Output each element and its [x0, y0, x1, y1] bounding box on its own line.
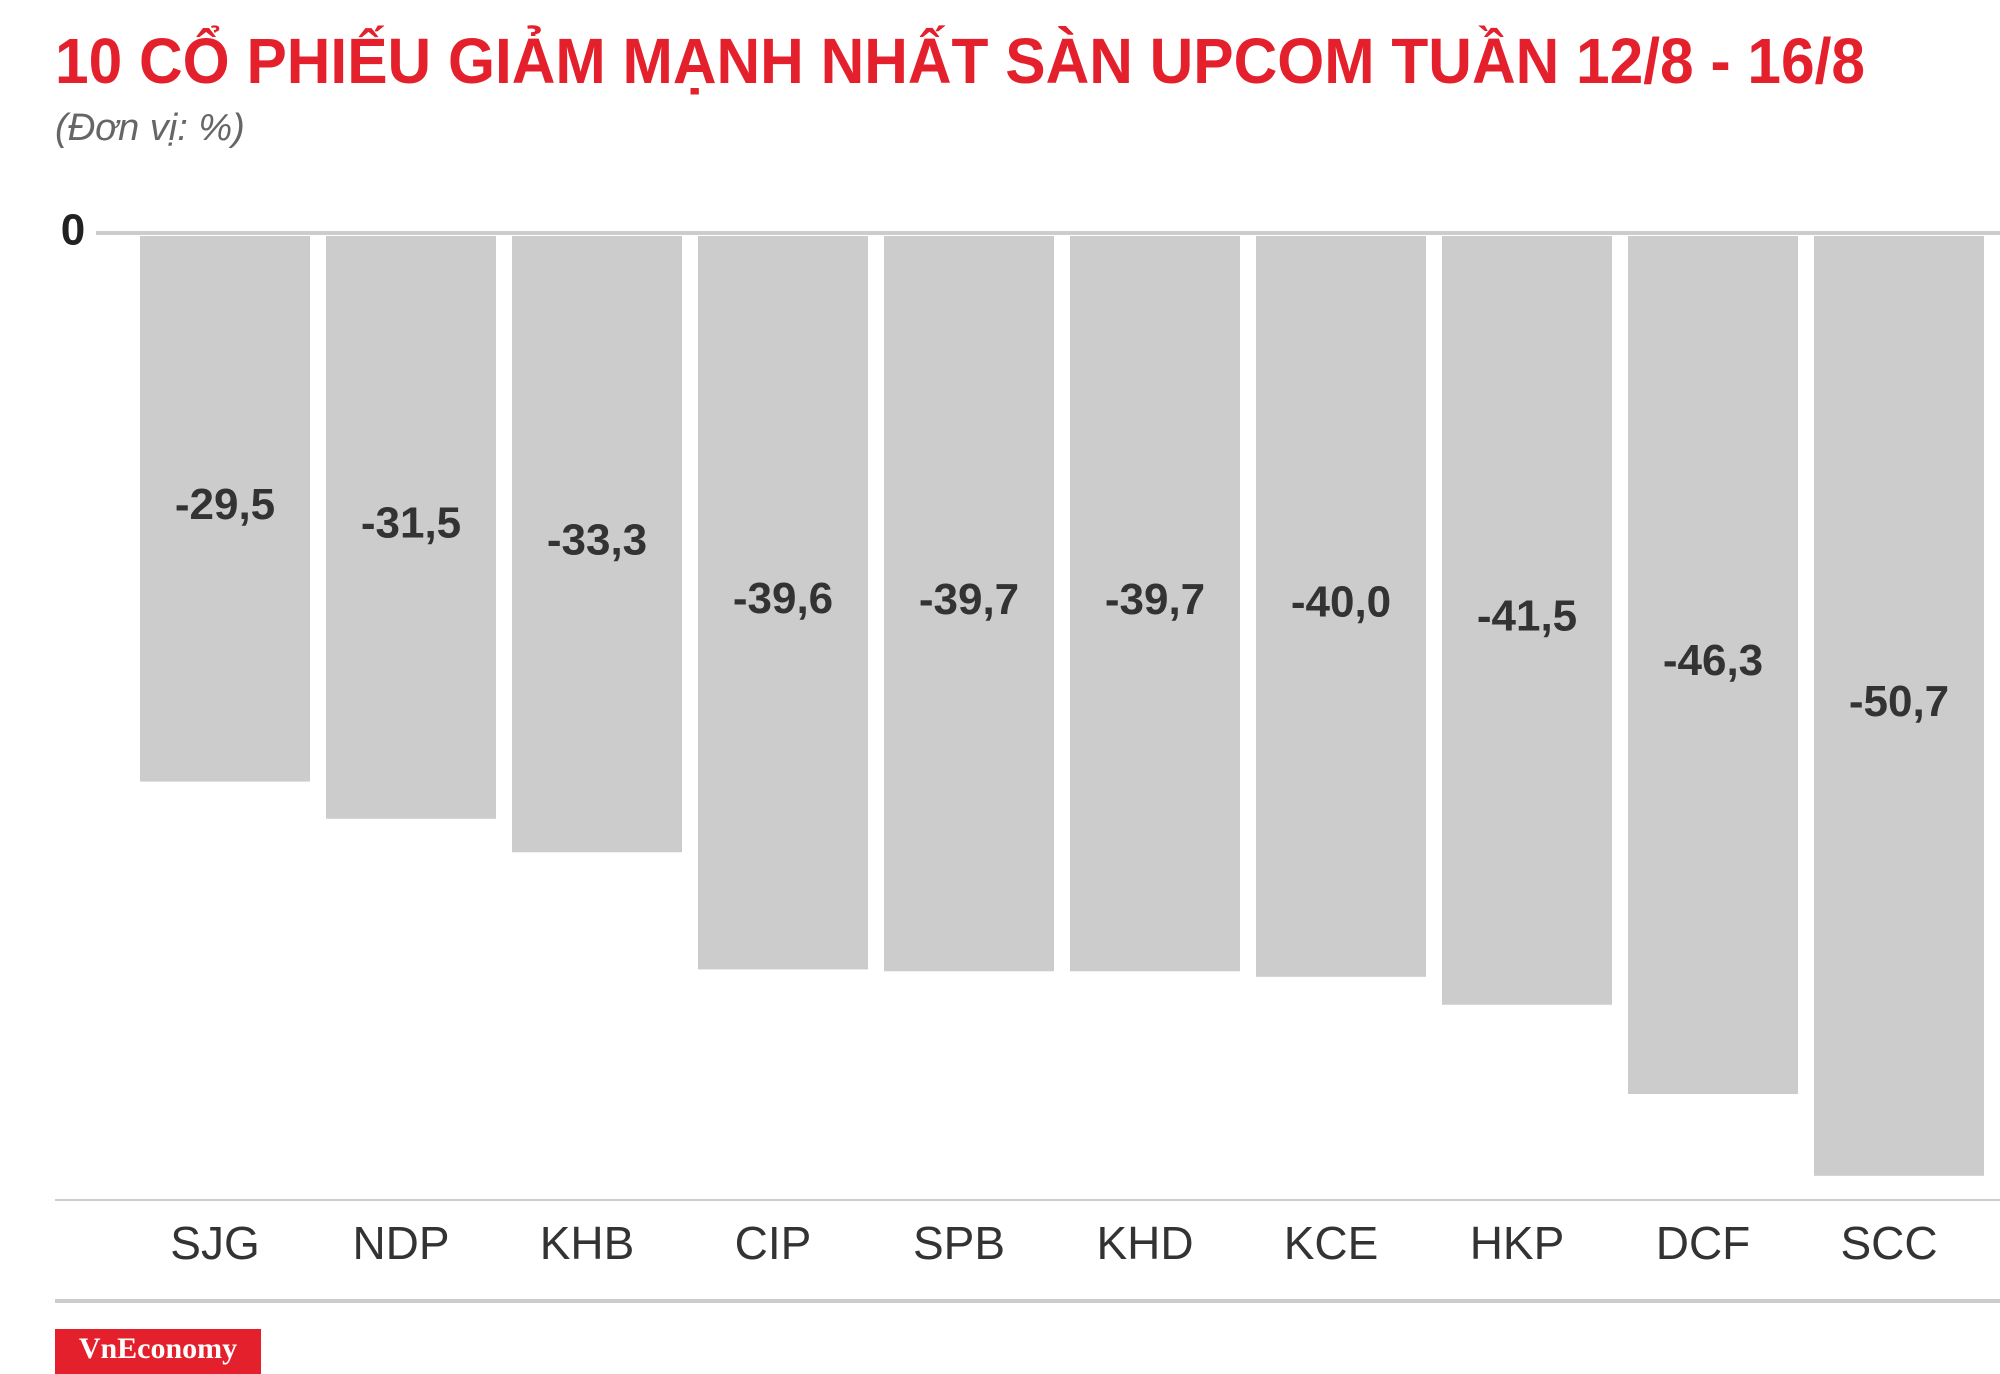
- bar: [698, 236, 868, 970]
- chart-subtitle: (Đơn vị: %): [55, 107, 245, 149]
- y-tick-label: 0: [61, 206, 85, 255]
- source-box: [55, 1329, 261, 1374]
- bar: [1070, 236, 1240, 972]
- bar: [512, 236, 682, 853]
- value-label: -41,5: [1477, 591, 1577, 640]
- x-tick-label: KHD: [1096, 1217, 1193, 1269]
- value-label: -50,7: [1849, 677, 1949, 726]
- bar: [140, 236, 310, 782]
- bar: [1442, 236, 1612, 1005]
- x-tick-label: SPB: [913, 1217, 1005, 1269]
- x-tick-label: KCE: [1284, 1217, 1379, 1269]
- chart-title: 10 CỔ PHIẾU GIẢM MẠNH NHẤT SÀN UPCOM TUẦ…: [55, 24, 1865, 97]
- value-label: -39,7: [1105, 575, 1205, 624]
- bar: [1814, 236, 1984, 1176]
- bar: [326, 236, 496, 819]
- x-tick-label: KHB: [540, 1217, 635, 1269]
- x-tick-label: DCF: [1656, 1217, 1751, 1269]
- x-tick-label: NDP: [352, 1217, 449, 1269]
- value-label: -39,6: [733, 574, 833, 623]
- x-tick-label: SJG: [170, 1217, 259, 1269]
- bar: [884, 236, 1054, 972]
- value-label: -31,5: [361, 499, 461, 548]
- x-tick-label: CIP: [735, 1217, 812, 1269]
- bar: [1628, 236, 1798, 1095]
- bar: [1256, 236, 1426, 977]
- value-label: -33,3: [547, 515, 647, 564]
- source-label: VnEconomy: [79, 1332, 237, 1365]
- value-label: -46,3: [1663, 636, 1763, 685]
- value-label: -40,0: [1291, 578, 1391, 627]
- x-tick-label: SCC: [1840, 1217, 1937, 1269]
- value-label: -39,7: [919, 575, 1019, 624]
- value-label: -29,5: [175, 480, 275, 529]
- x-tick-label: HKP: [1470, 1217, 1565, 1269]
